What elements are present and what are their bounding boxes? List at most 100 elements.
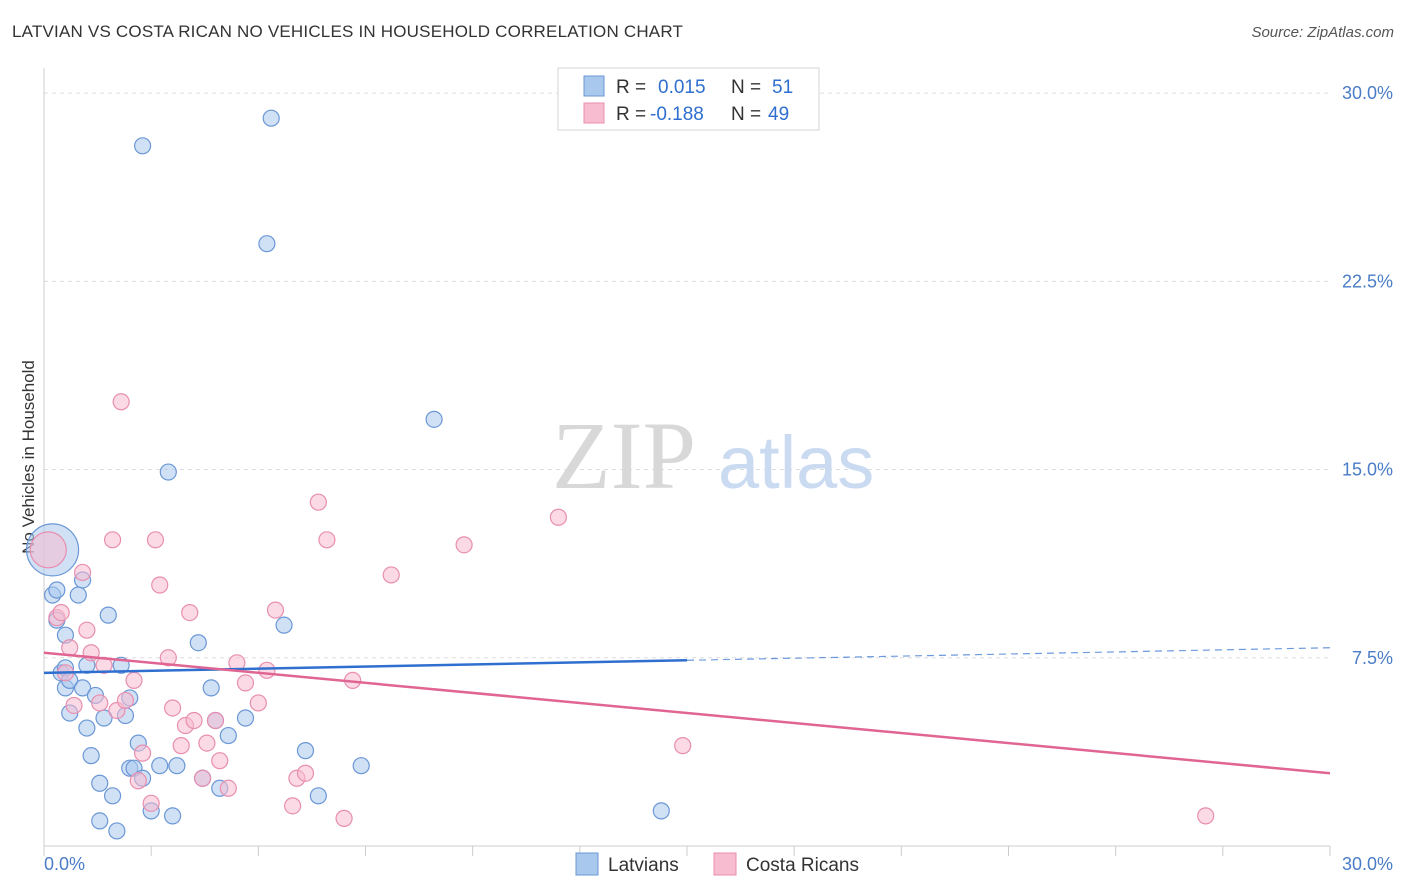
latvian-point-40 xyxy=(219,726,237,745)
costa-rican-point-27 xyxy=(194,769,212,787)
latvian-point-14 xyxy=(78,719,96,737)
latvian-point-18 xyxy=(91,774,109,792)
latvian-point-3 xyxy=(48,581,66,599)
legend-n-label-latvian: N = xyxy=(731,77,761,98)
latvian-point-17 xyxy=(91,812,109,830)
costa-rican-point-30 xyxy=(211,752,229,770)
costa-rican-point-28 xyxy=(198,734,216,752)
costa-rican-point-7 xyxy=(78,621,96,639)
costa-rican-point-44 xyxy=(382,566,400,584)
costa-rican-trend-line xyxy=(43,651,1331,775)
latvian-point-45 xyxy=(275,616,293,634)
latvian-trend-line-dashed xyxy=(686,647,1331,661)
costa-rican-point-19 xyxy=(146,531,165,549)
costa-rican-point-2 xyxy=(52,603,70,622)
costa-rican-point-5 xyxy=(65,696,83,715)
latvian-point-22 xyxy=(108,822,126,840)
y-tick-label-3: 30.0% xyxy=(1342,83,1393,103)
chart-source: Source: ZipAtlas.com xyxy=(1251,24,1394,41)
costa-rican-point-26 xyxy=(185,711,203,730)
latvian-point-21 xyxy=(103,787,122,805)
costa-rican-point-31 xyxy=(219,779,237,797)
latvian-point-50 xyxy=(652,802,670,820)
bottom-legend-label-latvian: Latvians xyxy=(608,855,679,876)
costa-rican-point-33 xyxy=(236,674,255,692)
legend-swatch-latvian xyxy=(583,75,605,97)
y-tick-label-0: 7.5% xyxy=(1352,648,1393,668)
costa-rican-point-41 xyxy=(318,531,336,549)
legend-n-value-latvian: 51 xyxy=(772,77,793,98)
costa-rican-points xyxy=(29,393,1215,827)
latvian-point-46 xyxy=(296,742,315,760)
y-tick-label-1: 15.0% xyxy=(1342,460,1393,480)
gridlines xyxy=(44,92,1330,659)
legend-n-value-costa-rican: 49 xyxy=(768,104,789,125)
costa-rican-point-37 xyxy=(284,797,302,815)
x-ticks xyxy=(43,846,1331,856)
costa-rican-point-13 xyxy=(112,393,130,411)
costa-rican-point-47 xyxy=(674,737,692,755)
latvian-point-35 xyxy=(189,634,207,652)
costa-rican-point-14 xyxy=(116,691,135,710)
legend-r-label-latvian: R = xyxy=(616,77,646,98)
watermark: ZIP atlas xyxy=(552,402,874,509)
costa-rican-point-9 xyxy=(91,694,109,712)
costa-rican-point-0 xyxy=(29,531,67,569)
costa-rican-point-11 xyxy=(103,531,122,549)
costa-rican-point-36 xyxy=(266,601,285,619)
legend-r-value-latvian: 0.015 xyxy=(658,77,706,98)
latvian-point-44 xyxy=(262,109,280,127)
trend-lines xyxy=(43,647,1331,775)
y-tick-labels: 7.5% 15.0% 22.5% 30.0% xyxy=(1342,83,1393,668)
latvian-point-11 xyxy=(73,679,92,697)
bottom-legend-swatch-costa-rican xyxy=(713,852,737,876)
costa-rican-point-29 xyxy=(206,711,225,730)
legend-r-label-costa-rican: R = xyxy=(616,104,646,125)
costa-rican-point-16 xyxy=(129,772,147,790)
costa-rican-point-34 xyxy=(249,694,267,712)
legend-swatch-costa-rican xyxy=(583,102,605,124)
legend-r-value-costa-rican: -0.188 xyxy=(650,104,704,125)
costa-rican-point-25 xyxy=(181,603,199,622)
costa-rican-point-40 xyxy=(309,493,327,511)
x-tick-label-1: 30.0% xyxy=(1342,854,1393,874)
latvian-point-15 xyxy=(82,747,100,765)
costa-rican-point-35 xyxy=(258,661,276,679)
legend-n-label-costa-rican: N = xyxy=(731,104,761,125)
costa-rican-point-22 xyxy=(164,699,182,717)
latvian-point-31 xyxy=(151,757,169,775)
latvian-point-34 xyxy=(168,757,186,775)
latvian-point-20 xyxy=(99,606,117,624)
stats-legend: R = 0.015 N = 51 R = -0.188 N = 49 xyxy=(557,67,820,131)
latvian-point-47 xyxy=(309,787,327,805)
costa-rican-point-6 xyxy=(73,563,92,582)
latvian-point-41 xyxy=(236,709,255,727)
y-tick-label-2: 22.5% xyxy=(1342,271,1393,291)
watermark-atlas: atlas xyxy=(718,421,874,504)
costa-rican-point-17 xyxy=(133,744,152,762)
watermark-zip: ZIP xyxy=(552,402,696,509)
x-tick-labels: 0.0% 30.0% xyxy=(44,854,1393,874)
latvian-point-42 xyxy=(133,137,152,155)
latvian-point-37 xyxy=(202,679,220,697)
bottom-legend-label-costa-rican: Costa Ricans xyxy=(746,855,859,876)
latvian-point-33 xyxy=(164,807,182,825)
latvian-point-10 xyxy=(69,586,87,604)
costa-rican-point-39 xyxy=(296,764,315,782)
latvian-trend-line xyxy=(43,659,688,675)
costa-rican-point-48 xyxy=(1197,807,1215,825)
chart-title: LATVIAN VS COSTA RICAN NO VEHICLES IN HO… xyxy=(12,22,684,41)
costa-rican-point-18 xyxy=(142,794,160,812)
x-tick-label-0: 0.0% xyxy=(44,854,85,874)
costa-rican-point-45 xyxy=(455,536,473,554)
latvian-point-32 xyxy=(159,463,177,481)
latvian-point-49 xyxy=(425,410,443,428)
costa-rican-point-4 xyxy=(61,639,79,657)
bottom-legend: Latvians Costa Ricans xyxy=(575,852,859,876)
y-axis-title: No Vehicles in Household xyxy=(19,360,38,554)
costa-rican-point-46 xyxy=(549,508,568,526)
costa-rican-point-23 xyxy=(172,737,190,755)
costa-rican-point-42 xyxy=(335,809,353,827)
costa-rican-point-21 xyxy=(159,649,177,667)
